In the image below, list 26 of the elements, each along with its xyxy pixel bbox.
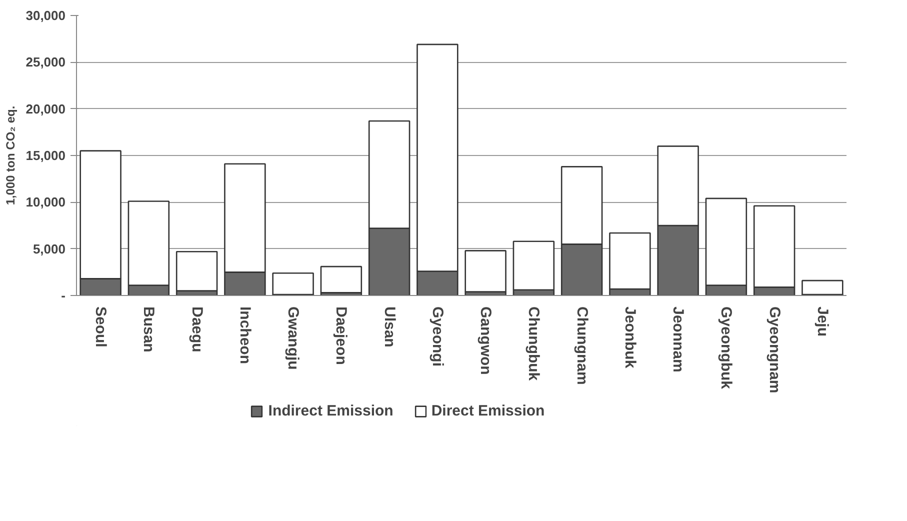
x-tick-label: Jeonbuk (621, 306, 638, 369)
x-tick-label: Jeonnam (670, 306, 687, 372)
x-tick-label: Jeju (814, 306, 831, 337)
x-tick-label: Daejeon (332, 306, 350, 365)
x-tick-label: Daegu (188, 306, 206, 352)
y-tick-label: 25,000 (26, 54, 66, 70)
y-tick-label: - (61, 288, 66, 303)
y-axis-title: 1,000 ton CO₂ eq. (4, 106, 18, 206)
y-tick-label: 10,000 (26, 194, 66, 210)
x-tick-label: Busan (140, 306, 158, 352)
x-tick-label: Incheon (236, 306, 254, 364)
legend-label: Direct Emission (431, 402, 545, 420)
x-tick-label: Chungbuk (525, 306, 542, 382)
x-tick-label: Ulsan (380, 306, 398, 348)
x-tick-label: Gyeongbuk (718, 306, 735, 390)
x-tick-label: Chungnam (573, 306, 590, 385)
x-tick-label: Gyeongnam (766, 306, 783, 394)
y-tick-label: 20,000 (26, 101, 66, 116)
x-tick-label: Gyeongi (428, 306, 446, 367)
x-tick-label: Gangwon (477, 306, 494, 375)
x-tick-label: Gwangju (284, 306, 302, 370)
legend-label: Indirect Emission (268, 402, 394, 420)
y-tick-label: 15,000 (26, 148, 66, 163)
x-tick-label: Seoul (92, 306, 110, 348)
y-tick-label: 30,000 (26, 8, 66, 23)
y-tick-label: 5,000 (32, 241, 66, 256)
